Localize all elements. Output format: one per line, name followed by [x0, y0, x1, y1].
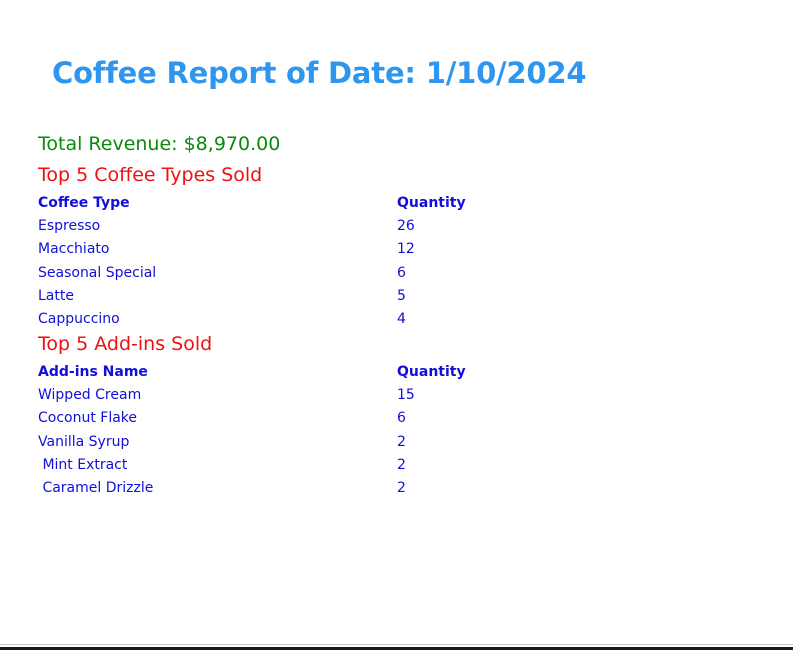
table-row: Wipped Cream 15	[38, 384, 517, 407]
quantity-header: Quantity	[397, 364, 466, 380]
coffee-types-table: Coffee Type Quantity Espresso 26 Macchia…	[38, 192, 517, 331]
coffee-type-cell: Seasonal Special	[38, 264, 157, 281]
coffee-type-cell: Latte	[38, 287, 74, 304]
page-divider	[0, 644, 793, 645]
addin-name-cell: Vanilla Syrup	[38, 433, 130, 450]
quantity-cell: 2	[397, 480, 406, 497]
quantity-header: Quantity	[397, 195, 466, 211]
addin-name-cell: Coconut Flake	[38, 410, 138, 427]
addin-name-cell: Wipped Cream	[38, 387, 142, 404]
addins-section-title: Top 5 Add-ins Sold	[38, 333, 213, 355]
quantity-cell: 2	[397, 456, 406, 473]
total-revenue: Total Revenue: $8,970.00	[38, 133, 281, 155]
quantity-cell: 5	[397, 287, 406, 304]
coffee-type-header: Coffee Type	[38, 195, 130, 211]
table-row: Caramel Drizzle 2	[38, 477, 517, 500]
window-bottom-edge	[0, 647, 793, 650]
table-header-row: Add-ins Name Quantity	[38, 361, 517, 384]
report-title: Coffee Report of Date: 1/10/2024	[52, 56, 587, 90]
addin-name-cell: Caramel Drizzle	[38, 480, 154, 497]
table-header-row: Coffee Type Quantity	[38, 192, 517, 215]
quantity-cell: 2	[397, 433, 406, 450]
quantity-cell: 12	[397, 241, 415, 258]
quantity-cell: 6	[397, 264, 406, 281]
quantity-cell: 4	[397, 311, 406, 328]
coffee-type-cell: Espresso	[38, 218, 101, 235]
coffee-section-title: Top 5 Coffee Types Sold	[38, 164, 263, 186]
table-row: Coconut Flake 6	[38, 407, 517, 430]
table-row: Mint Extract 2	[38, 454, 517, 477]
table-row: Cappuccino 4	[38, 308, 517, 331]
table-row: Latte 5	[38, 285, 517, 308]
coffee-type-cell: Cappuccino	[38, 311, 120, 328]
quantity-cell: 26	[397, 218, 415, 235]
addins-table: Add-ins Name Quantity Wipped Cream 15 Co…	[38, 361, 517, 500]
addin-name-cell: Mint Extract	[38, 456, 128, 473]
addin-name-header: Add-ins Name	[38, 364, 148, 380]
table-row: Espresso 26	[38, 215, 517, 238]
table-row: Macchiato 12	[38, 238, 517, 261]
table-row: Vanilla Syrup 2	[38, 431, 517, 454]
quantity-cell: 15	[397, 387, 415, 404]
table-row: Seasonal Special 6	[38, 262, 517, 285]
coffee-type-cell: Macchiato	[38, 241, 110, 258]
quantity-cell: 6	[397, 410, 406, 427]
